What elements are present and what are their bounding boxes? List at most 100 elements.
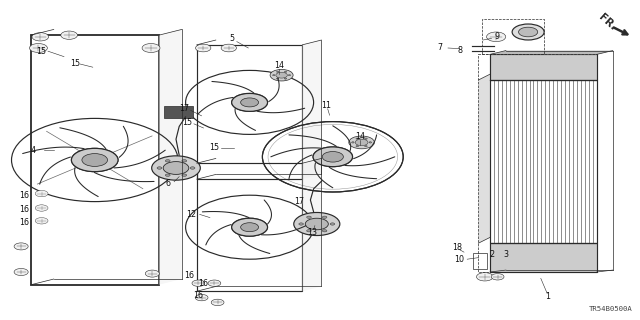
Circle shape (288, 75, 291, 76)
Text: 13: 13 (307, 228, 317, 237)
Circle shape (142, 44, 160, 52)
Circle shape (476, 273, 493, 281)
Circle shape (273, 75, 275, 76)
Circle shape (270, 69, 293, 81)
Text: 15: 15 (182, 118, 193, 127)
Circle shape (182, 174, 187, 176)
Circle shape (323, 216, 327, 218)
Circle shape (351, 142, 354, 143)
Text: 1: 1 (545, 292, 550, 301)
Bar (31, 35, 159, 285)
Circle shape (157, 167, 162, 169)
Text: 5: 5 (229, 34, 234, 43)
Text: 14: 14 (355, 132, 365, 141)
Circle shape (276, 78, 279, 79)
Text: 2: 2 (489, 250, 494, 259)
Circle shape (196, 44, 211, 52)
Circle shape (307, 216, 311, 218)
Circle shape (330, 223, 335, 225)
Bar (197, 163, 303, 291)
Circle shape (232, 93, 268, 111)
Text: TR54B0500A: TR54B0500A (589, 306, 632, 312)
Circle shape (365, 146, 367, 147)
Polygon shape (159, 29, 182, 285)
Text: 7: 7 (438, 43, 443, 52)
Circle shape (163, 162, 189, 174)
Circle shape (192, 280, 205, 286)
Circle shape (232, 93, 268, 111)
Circle shape (145, 270, 159, 277)
Circle shape (349, 136, 374, 149)
Text: FR.: FR. (596, 12, 617, 33)
Circle shape (284, 78, 287, 79)
Text: 4: 4 (31, 146, 36, 155)
Circle shape (323, 152, 344, 162)
Circle shape (32, 33, 49, 41)
Text: 15: 15 (36, 47, 47, 56)
Text: 18: 18 (452, 243, 463, 252)
Text: 17: 17 (294, 197, 305, 206)
Text: 17: 17 (179, 104, 189, 113)
Circle shape (323, 230, 327, 232)
Circle shape (365, 138, 367, 139)
Circle shape (356, 138, 358, 139)
Text: 10: 10 (454, 255, 465, 264)
Bar (490, 243, 596, 272)
Circle shape (72, 148, 118, 172)
Circle shape (152, 156, 200, 180)
Circle shape (29, 44, 47, 52)
Circle shape (165, 160, 170, 162)
Text: 16: 16 (198, 279, 209, 288)
Circle shape (486, 32, 506, 42)
Polygon shape (303, 40, 321, 179)
Text: 14: 14 (274, 61, 284, 70)
Bar (197, 45, 303, 179)
Text: 16: 16 (19, 218, 29, 227)
Circle shape (241, 223, 259, 232)
Bar (164, 106, 193, 118)
Text: 15: 15 (70, 60, 81, 68)
Circle shape (512, 24, 544, 40)
Circle shape (284, 71, 287, 72)
Text: 16: 16 (19, 205, 29, 214)
Circle shape (211, 299, 224, 306)
Polygon shape (490, 51, 613, 54)
Text: 11: 11 (321, 101, 332, 110)
Text: 3: 3 (503, 250, 508, 259)
Circle shape (369, 142, 372, 143)
Circle shape (165, 174, 170, 176)
Circle shape (14, 268, 28, 276)
Bar (474, 253, 488, 269)
Text: 16: 16 (19, 191, 29, 200)
Circle shape (294, 212, 340, 236)
Circle shape (276, 71, 279, 72)
Circle shape (313, 147, 353, 167)
Text: 9: 9 (495, 32, 500, 41)
Circle shape (276, 72, 287, 78)
Circle shape (355, 139, 368, 146)
Circle shape (305, 218, 328, 230)
Text: 12: 12 (186, 210, 196, 219)
Text: 6: 6 (165, 179, 170, 188)
Circle shape (82, 154, 108, 166)
Bar (490, 54, 596, 80)
Circle shape (241, 98, 259, 107)
Circle shape (232, 218, 268, 236)
Circle shape (208, 280, 221, 286)
Circle shape (61, 31, 77, 39)
Circle shape (307, 230, 311, 232)
Circle shape (313, 147, 353, 167)
Circle shape (518, 27, 538, 37)
Circle shape (195, 294, 208, 301)
Text: 15: 15 (209, 143, 220, 152)
Text: 16: 16 (184, 271, 194, 280)
Circle shape (14, 243, 28, 250)
Circle shape (221, 44, 237, 52)
Text: 8: 8 (457, 46, 462, 55)
Polygon shape (479, 74, 490, 243)
Circle shape (299, 223, 303, 225)
Circle shape (35, 205, 48, 211)
Text: 16: 16 (193, 291, 204, 300)
Polygon shape (303, 158, 321, 291)
Circle shape (232, 218, 268, 236)
